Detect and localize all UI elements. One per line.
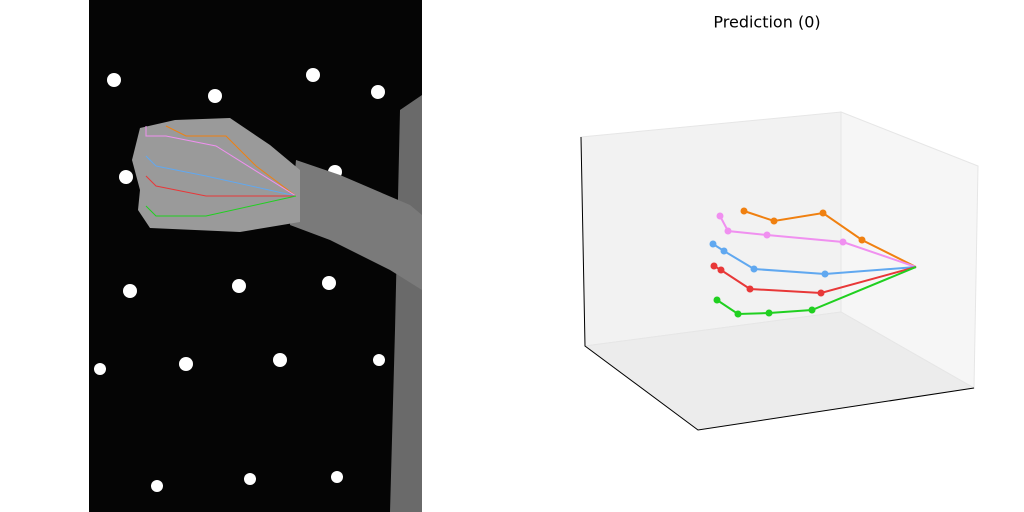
shape xyxy=(123,284,137,298)
shape xyxy=(740,207,748,215)
shape xyxy=(373,354,385,366)
shape xyxy=(151,480,163,492)
shape xyxy=(709,240,717,248)
shape xyxy=(709,240,829,278)
shape xyxy=(273,353,287,367)
shape xyxy=(165,125,297,197)
arm xyxy=(290,160,422,290)
shape xyxy=(208,89,222,103)
keypoints-2d xyxy=(145,125,297,217)
person xyxy=(390,95,422,512)
plot-title: Prediction (0) xyxy=(713,13,820,32)
shape xyxy=(724,227,732,235)
shape xyxy=(322,276,336,290)
shape xyxy=(720,247,728,255)
shape xyxy=(580,136,975,431)
shape xyxy=(740,207,866,244)
shape xyxy=(371,85,385,99)
shape xyxy=(232,279,246,293)
keypoints-3d xyxy=(709,207,917,318)
shape xyxy=(145,195,297,217)
shape xyxy=(770,217,778,225)
shape xyxy=(179,357,193,371)
shape xyxy=(710,262,825,297)
plot-3d xyxy=(580,111,979,431)
shape xyxy=(765,309,773,317)
shape xyxy=(734,310,742,318)
shape xyxy=(808,306,816,314)
shape xyxy=(145,175,296,197)
input-image xyxy=(89,0,422,512)
shape xyxy=(94,363,106,375)
shape xyxy=(119,170,133,184)
shape xyxy=(306,68,320,82)
shape xyxy=(331,471,343,483)
shape xyxy=(750,265,758,273)
shape xyxy=(746,285,754,293)
shape xyxy=(858,236,866,244)
shape xyxy=(716,212,724,220)
shape xyxy=(763,231,771,239)
shape xyxy=(717,266,725,274)
shape xyxy=(713,296,721,304)
shape xyxy=(145,126,297,197)
shape xyxy=(713,296,816,318)
shape xyxy=(821,270,829,278)
shape xyxy=(817,289,825,297)
shape xyxy=(819,209,827,217)
shape xyxy=(244,473,256,485)
shape xyxy=(710,262,718,270)
hand xyxy=(132,118,300,232)
shape xyxy=(145,155,297,197)
shape xyxy=(839,238,847,246)
shape xyxy=(716,212,847,246)
shape xyxy=(107,73,121,87)
